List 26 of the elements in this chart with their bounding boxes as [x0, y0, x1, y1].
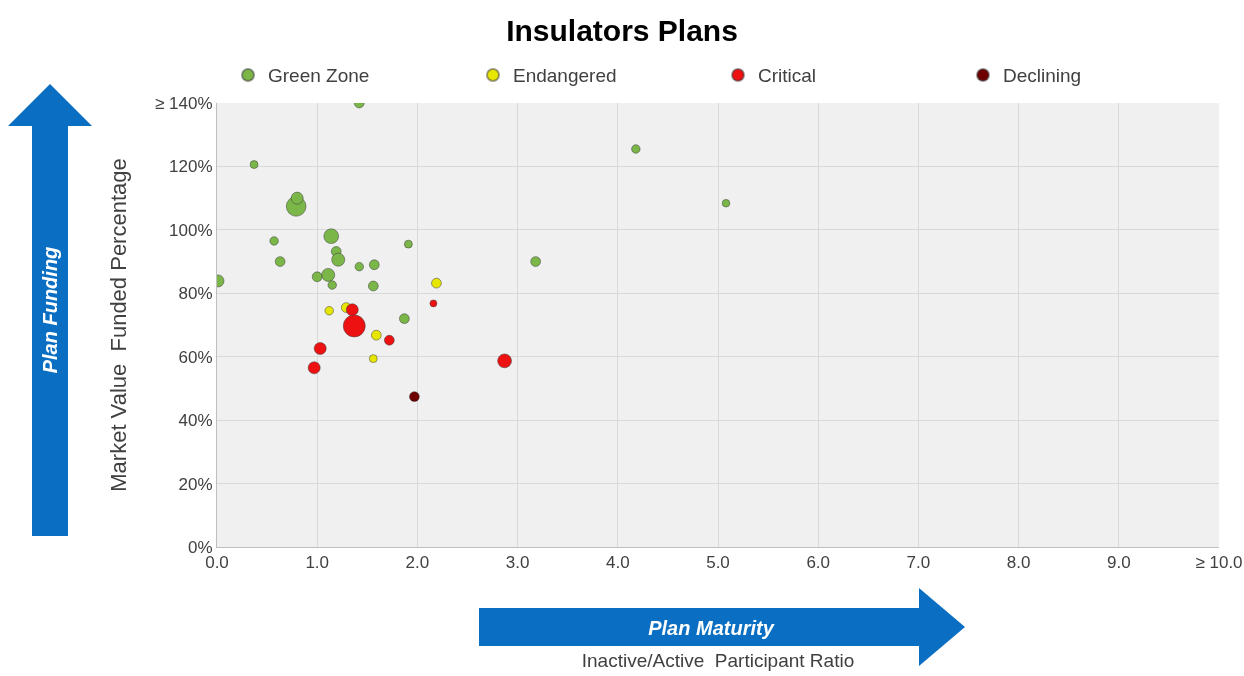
text: Plan Maturity — [648, 616, 774, 640]
x-tick-label: 7.0 — [906, 553, 931, 573]
y-tick-label: 120% — [169, 157, 213, 177]
x-tick-label: 5.0 — [706, 553, 730, 573]
x-tick-label: ≥ 10.0 — [1195, 553, 1243, 573]
x-tick-label: 3.0 — [505, 553, 530, 573]
x-tick-label: 4.0 — [605, 553, 630, 573]
x-tick-label: 1.0 — [305, 553, 330, 573]
legend-label: Endangered — [513, 65, 617, 87]
chart-title: Insulators Plans — [506, 14, 738, 48]
y-tick-label: 80% — [178, 284, 213, 304]
y-tick-label: 100% — [169, 220, 213, 240]
x-tick-label: 6.0 — [806, 553, 831, 573]
x-tick-label: 2.0 — [405, 553, 430, 573]
text: Plan Funding — [38, 246, 62, 374]
y-tick-label: 20% — [178, 474, 213, 494]
y-tick-label: ≥ 140% — [155, 93, 213, 113]
y-tick-label: 40% — [178, 411, 213, 431]
y-tick-label: 60% — [178, 347, 213, 367]
x-tick-label: 9.0 — [1106, 553, 1131, 573]
y-axis-title: Market Value Funded Percentage — [105, 158, 131, 492]
legend-label: Declining — [1003, 65, 1082, 87]
x-axis-title: Inactive/Active Participant Ratio — [581, 650, 855, 672]
legend-label: Critical — [758, 65, 817, 87]
x-tick-label: 8.0 — [1006, 553, 1031, 573]
legend-label: Green Zone — [268, 65, 370, 87]
